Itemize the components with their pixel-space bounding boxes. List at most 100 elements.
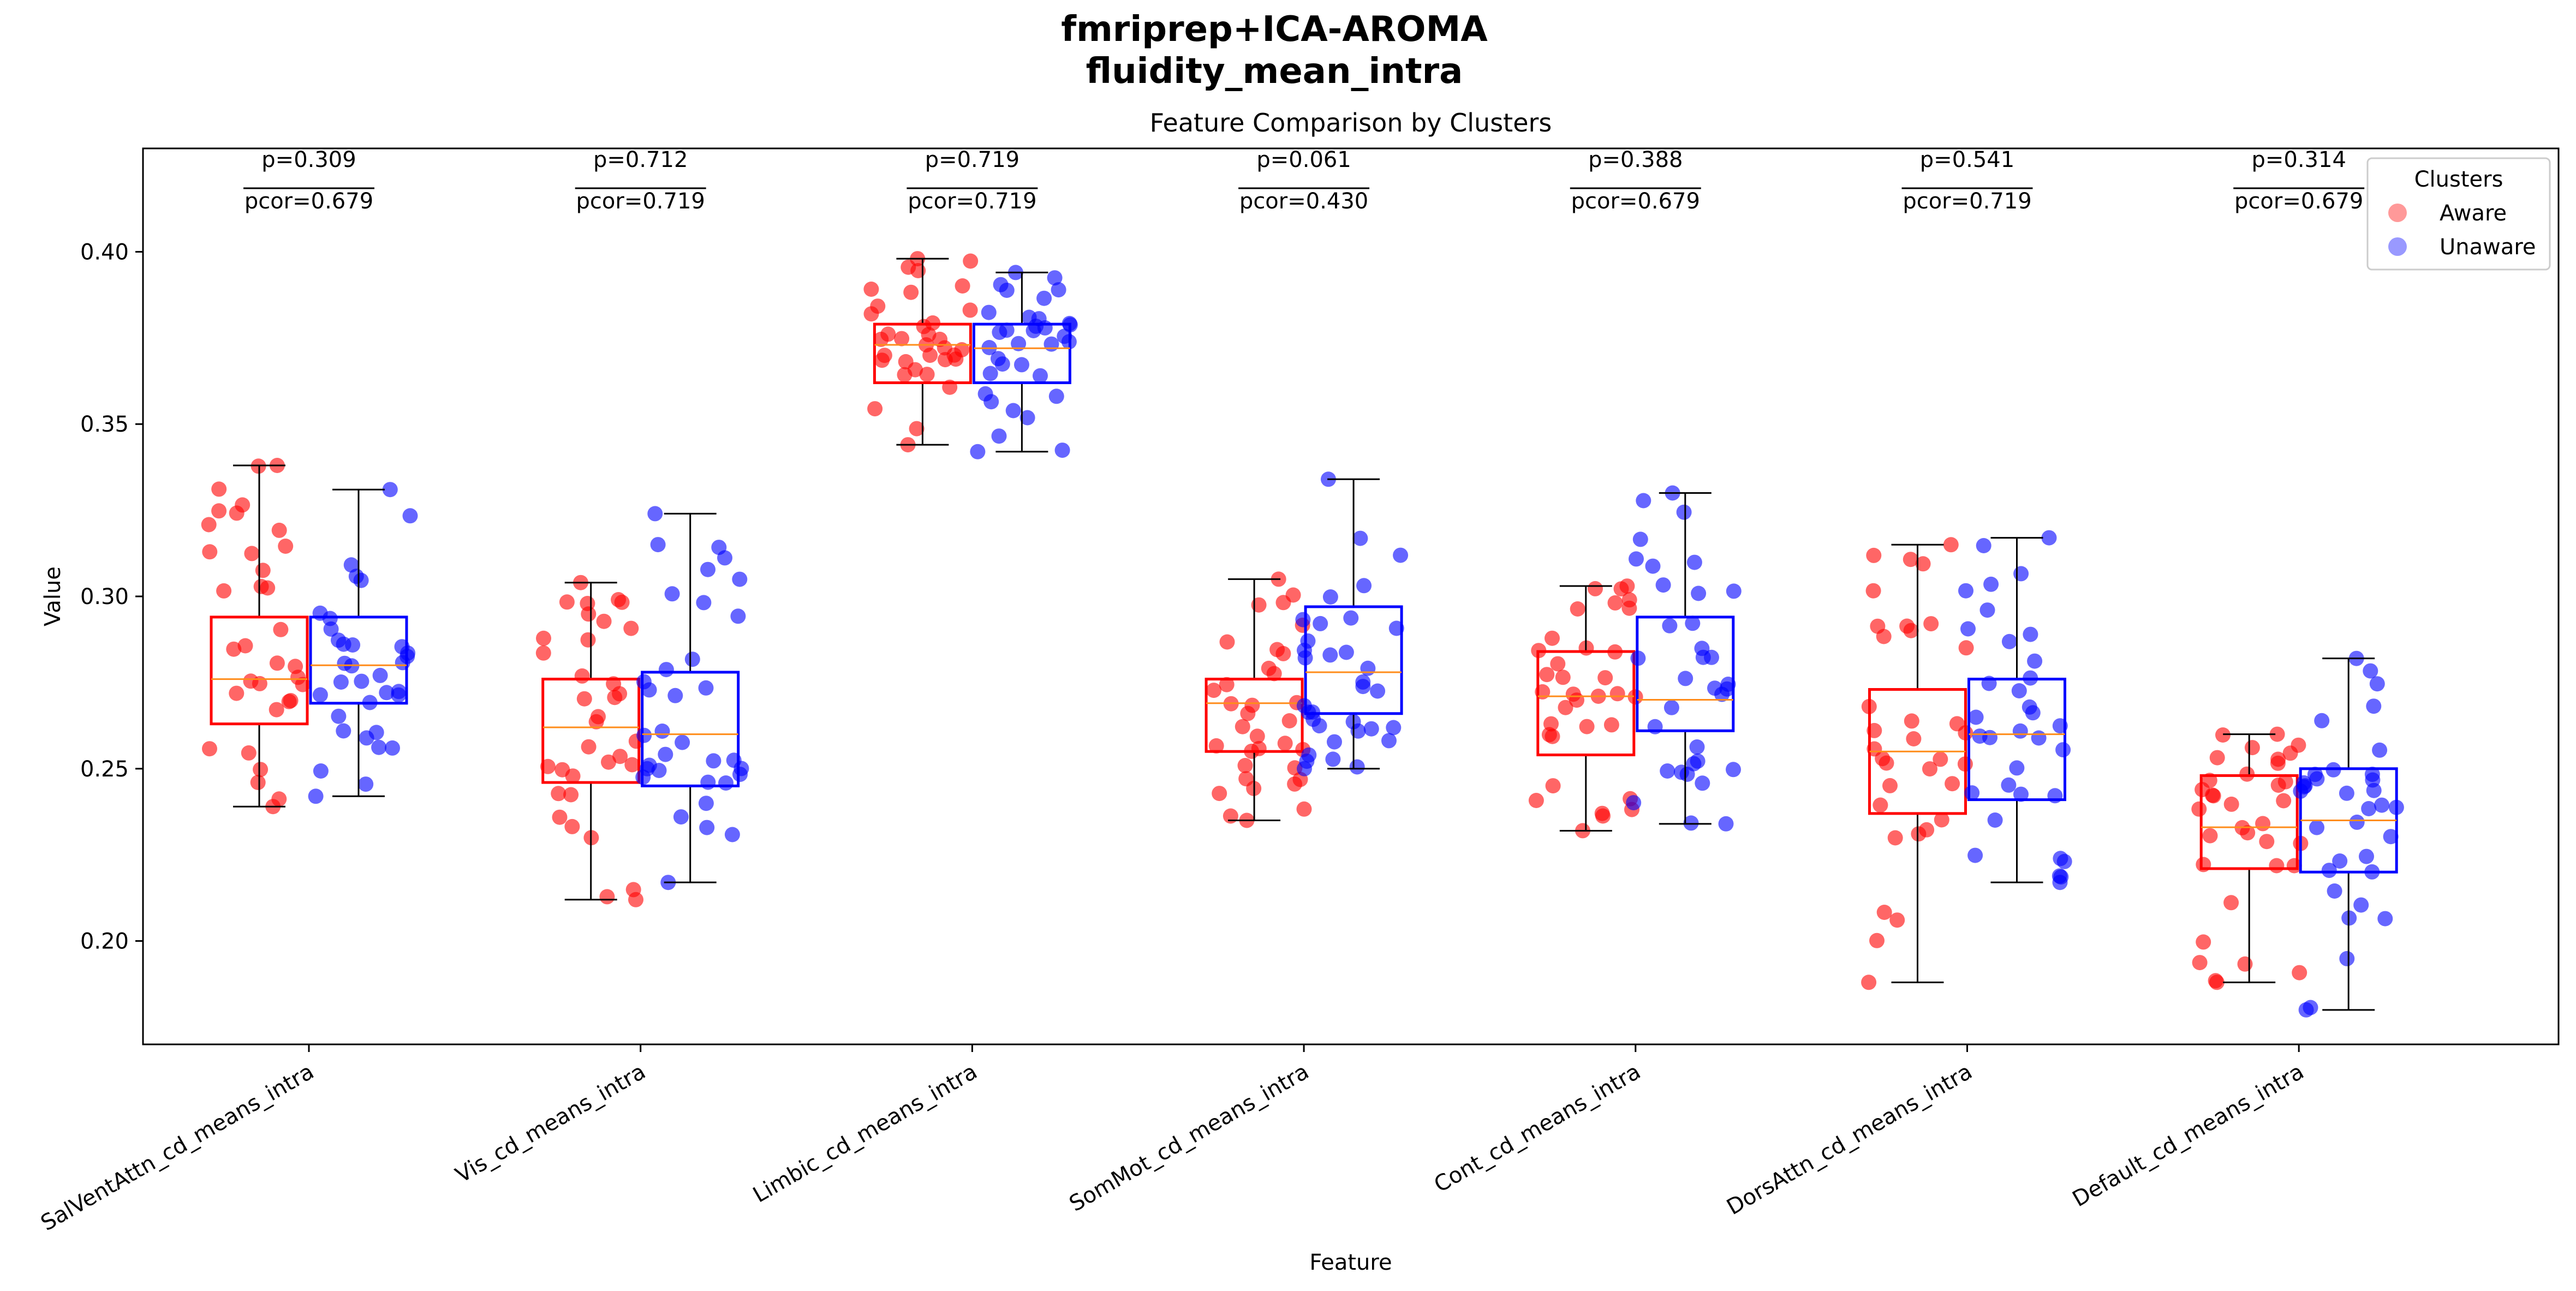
jitter-point <box>684 652 700 667</box>
box-group-unaware <box>2293 650 2404 1018</box>
jitter-point <box>1295 612 1311 627</box>
jitter-point <box>654 724 670 739</box>
box-rect <box>210 615 309 726</box>
jitter-point <box>588 714 604 730</box>
jitter-point <box>1662 618 1678 633</box>
jitter-point <box>1934 812 1949 828</box>
jitter-point <box>2364 767 2380 782</box>
jitter-point <box>2223 796 2239 812</box>
jitter-point <box>1695 775 1710 791</box>
jitter-point <box>2202 828 2218 844</box>
jitter-point <box>244 546 260 561</box>
jitter-point <box>2349 814 2365 830</box>
jitter-point <box>698 680 714 696</box>
jitter-point <box>1386 720 1402 736</box>
jitter-point <box>1249 728 1265 744</box>
jitter-point <box>999 283 1015 298</box>
jitter-point <box>2013 786 2029 802</box>
jitter-point <box>898 354 914 369</box>
jitter-point <box>873 331 889 347</box>
box-group-aware <box>1861 537 1974 990</box>
pcor-value-label: pcor=0.719 <box>1903 189 2031 214</box>
p-value-label: p=0.388 <box>1588 147 1683 172</box>
box-rect <box>1636 615 1735 732</box>
jitter-point <box>2276 793 2292 809</box>
jitter-point <box>312 605 328 621</box>
jitter-point <box>1613 581 1629 597</box>
jitter-point <box>2191 801 2207 817</box>
box-rect <box>972 322 1071 384</box>
jitter-point <box>2208 973 2223 989</box>
jitter-point <box>2321 863 2337 878</box>
jitter-point <box>1719 681 1735 697</box>
pcor-value-label: pcor=0.719 <box>908 189 1036 214</box>
jitter-point <box>1322 589 1338 605</box>
p-value-annotations: p=0.309 pcor=0.679 p=0.712 pcor=0.719 p=0.71… <box>243 147 2365 214</box>
legend-marker-aware <box>2388 204 2407 222</box>
jitter-point <box>271 791 287 807</box>
jitter-point <box>636 727 652 743</box>
jitter-point <box>1968 709 1984 725</box>
jitter-point <box>1569 692 1584 708</box>
jitter-point <box>382 482 398 498</box>
jitter-point <box>2332 853 2348 869</box>
box-group-aware <box>1204 571 1312 828</box>
jitter-point <box>2269 726 2285 742</box>
box-rect <box>2199 774 2299 870</box>
jitter-point <box>1964 785 1980 801</box>
jitter-point <box>1219 677 1235 692</box>
jitter-point <box>699 820 715 835</box>
jitter-point <box>919 367 935 382</box>
box-group-aware <box>535 575 644 907</box>
jitter-point <box>574 668 590 684</box>
p-value-label: p=0.712 <box>593 147 688 172</box>
jitter-point <box>1903 623 1919 638</box>
jitter-point <box>343 557 359 573</box>
jitter-point <box>1054 443 1070 458</box>
jitter-point <box>1685 615 1701 631</box>
jitter-point <box>1726 583 1742 599</box>
pcor-value-label: pcor=0.679 <box>1571 189 1700 214</box>
plot-frame <box>142 147 2560 1045</box>
jitter-point <box>922 348 938 363</box>
jitter-point <box>243 673 259 689</box>
jitter-point <box>336 723 351 739</box>
jitter-point <box>1238 771 1254 787</box>
jitter-point <box>2053 851 2068 866</box>
jitter-point <box>1597 670 1613 686</box>
jitter-point <box>601 754 616 770</box>
jitter-point <box>1645 558 1661 574</box>
jitter-point <box>874 352 890 368</box>
y-axis-label: Value <box>40 566 65 626</box>
box-group-unaware <box>635 506 749 890</box>
jitter-point <box>700 774 716 790</box>
box-rect <box>873 322 972 384</box>
y-tick-label: 0.25 <box>80 757 129 782</box>
jitter-point <box>391 687 407 703</box>
jitter-point <box>226 641 242 657</box>
jitter-point <box>1626 795 1642 811</box>
jitter-point <box>331 708 347 724</box>
jitter-point <box>2291 737 2306 753</box>
jitter-point <box>271 522 287 538</box>
jitter-point <box>636 674 652 690</box>
jitter-point <box>1655 577 1671 593</box>
jitter-point <box>1594 805 1610 821</box>
jitter-point <box>1287 776 1303 792</box>
jitter-point <box>1660 763 1675 779</box>
jitter-point <box>1550 656 1566 672</box>
jitter-point <box>1958 640 1974 656</box>
jitter-point <box>250 775 266 790</box>
jitter-point <box>2366 698 2382 714</box>
jitter-point <box>1019 410 1035 426</box>
jitter-point <box>535 645 551 661</box>
jitter-point <box>983 394 999 410</box>
legend: Clusters Aware Unaware <box>2366 157 2551 271</box>
jitter-point <box>614 594 630 610</box>
jitter-point <box>700 561 715 577</box>
jitter-point <box>1579 719 1595 734</box>
jitter-point <box>2192 955 2208 971</box>
jitter-point <box>982 366 998 381</box>
legend-marker-unaware <box>2388 237 2407 256</box>
jitter-point <box>1945 776 1960 792</box>
